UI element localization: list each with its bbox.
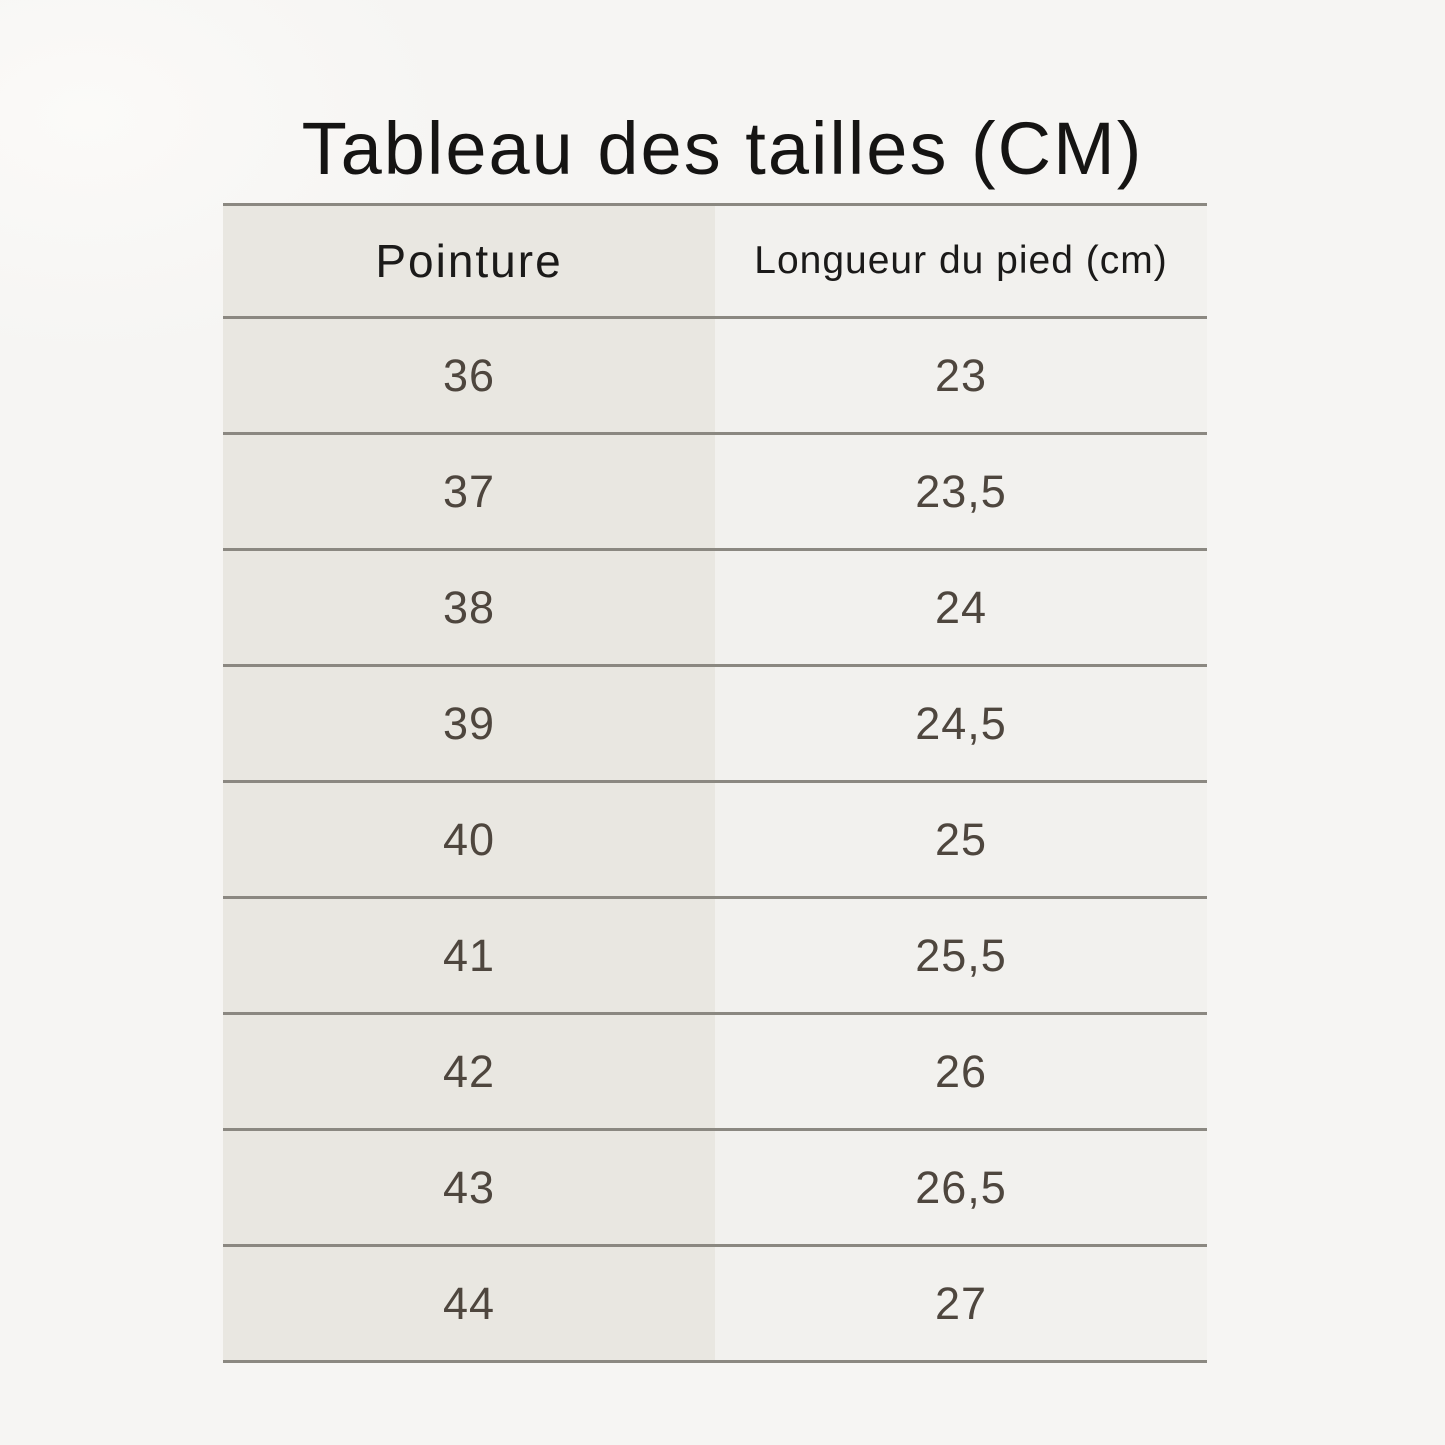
size-chart-body: 36 23 37 23,5 38 24 39 24,5 40 25 41 25,…	[223, 316, 1207, 1363]
cell-longueur: 24,5	[715, 664, 1207, 782]
page-title: Tableau des tailles (CM)	[301, 106, 1144, 190]
cell-longueur: 23	[715, 316, 1207, 434]
cell-longueur: 27	[715, 1244, 1207, 1363]
cell-longueur: 24	[715, 548, 1207, 666]
header-row: Pointure Longueur du pied (cm)	[223, 203, 1207, 318]
table-row: 38 24	[223, 548, 1207, 666]
header-longueur: Longueur du pied (cm)	[715, 203, 1207, 318]
table-row: 44 27	[223, 1244, 1207, 1363]
table-row: 43 26,5	[223, 1128, 1207, 1246]
cell-pointure: 36	[223, 316, 715, 434]
cell-pointure: 41	[223, 896, 715, 1014]
cell-longueur: 26	[715, 1012, 1207, 1130]
table-row: 36 23	[223, 316, 1207, 434]
cell-longueur: 25	[715, 780, 1207, 898]
cell-pointure: 37	[223, 432, 715, 550]
size-chart-table: Pointure Longueur du pied (cm) 36 23 37 …	[223, 203, 1207, 1363]
cell-longueur: 23,5	[715, 432, 1207, 550]
cell-longueur: 26,5	[715, 1128, 1207, 1246]
cell-pointure: 39	[223, 664, 715, 782]
table-row: 41 25,5	[223, 896, 1207, 1014]
size-chart-header: Pointure Longueur du pied (cm)	[223, 203, 1207, 318]
table-row: 42 26	[223, 1012, 1207, 1130]
table-row: 39 24,5	[223, 664, 1207, 782]
table-row: 40 25	[223, 780, 1207, 898]
cell-pointure: 40	[223, 780, 715, 898]
cell-longueur: 25,5	[715, 896, 1207, 1014]
cell-pointure: 44	[223, 1244, 715, 1363]
header-pointure: Pointure	[223, 203, 715, 318]
cell-pointure: 43	[223, 1128, 715, 1246]
table-row: 37 23,5	[223, 432, 1207, 550]
cell-pointure: 38	[223, 548, 715, 666]
cell-pointure: 42	[223, 1012, 715, 1130]
